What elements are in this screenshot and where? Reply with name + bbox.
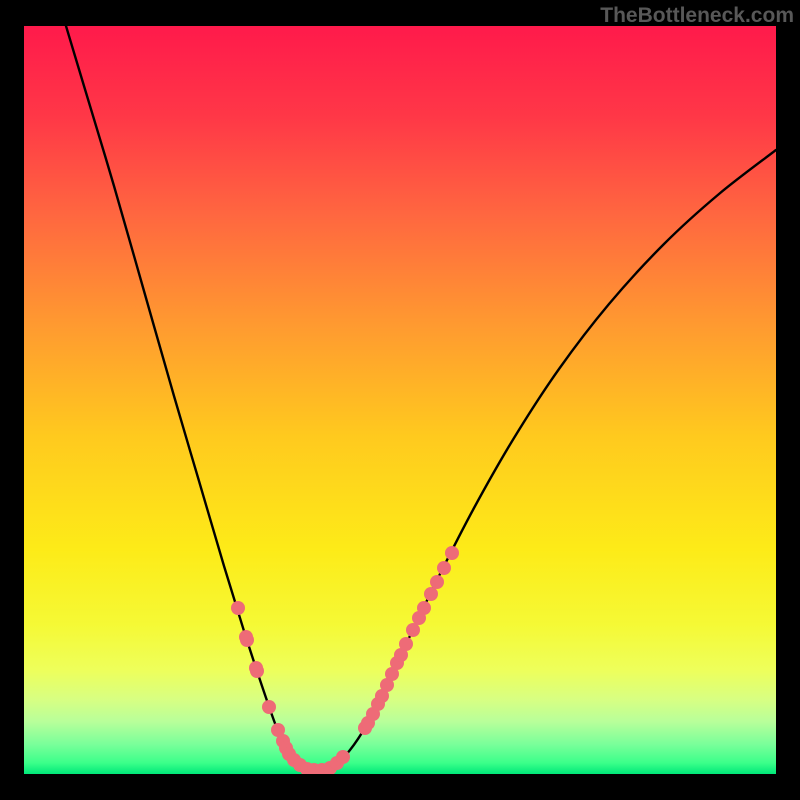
chart-frame: TheBottleneck.com: [0, 0, 800, 800]
data-marker: [437, 561, 451, 575]
data-marker: [262, 700, 276, 714]
data-marker: [336, 750, 350, 764]
curves-layer: [24, 26, 776, 774]
watermark-text: TheBottleneck.com: [600, 4, 794, 28]
plot-area: [24, 26, 776, 774]
data-marker: [417, 601, 431, 615]
data-marker: [250, 664, 264, 678]
data-marker: [445, 546, 459, 560]
data-marker: [430, 575, 444, 589]
data-marker: [424, 587, 438, 601]
bottleneck-curve: [63, 26, 776, 770]
data-marker: [231, 601, 245, 615]
data-marker: [240, 633, 254, 647]
data-marker: [406, 623, 420, 637]
data-marker: [399, 637, 413, 651]
data-markers: [231, 546, 459, 774]
